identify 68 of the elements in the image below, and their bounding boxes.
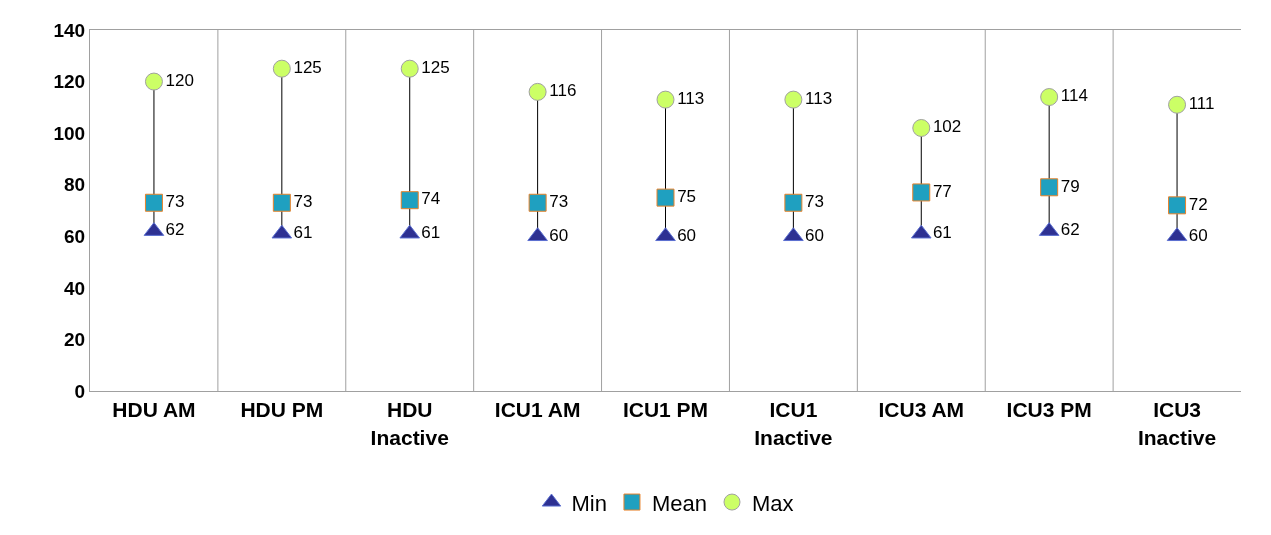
point <box>527 227 548 242</box>
y-tick-label: 0 <box>74 380 86 402</box>
data-label: 62 <box>165 220 185 240</box>
data-label: 113 <box>677 88 705 108</box>
data-label: 102 <box>932 117 962 137</box>
y-tick-label: 100 <box>53 122 86 144</box>
x-tick-label: ICU1 PM <box>622 398 709 422</box>
data-label: 61 <box>421 222 441 242</box>
point <box>272 193 291 212</box>
legend-label: Max <box>752 490 794 516</box>
data-label: 60 <box>549 225 569 245</box>
point <box>784 90 803 109</box>
point <box>783 227 804 242</box>
data-label: 114 <box>1060 86 1088 106</box>
data-label: 72 <box>1188 194 1208 214</box>
data-label: 60 <box>677 225 697 245</box>
legend-label: Min <box>571 490 607 516</box>
y-tick-label: 120 <box>53 71 86 93</box>
data-label: 125 <box>293 57 322 77</box>
data-label: 113 <box>805 88 833 108</box>
data-label: 73 <box>165 192 185 212</box>
point <box>400 191 419 210</box>
data-label: 116 <box>549 81 577 101</box>
y-tick-label: 60 <box>64 225 86 247</box>
point <box>1040 178 1059 197</box>
point <box>656 188 675 207</box>
x-tick-label: ICU3 AM <box>878 398 965 422</box>
data-label: 75 <box>677 186 697 206</box>
point <box>400 59 419 78</box>
point <box>144 193 163 212</box>
legend-label: Mean <box>651 490 707 516</box>
point <box>1168 196 1187 215</box>
data-label: 73 <box>805 192 824 212</box>
x-tick-label: HDU AM <box>112 398 196 422</box>
x-tick-label: ICU1 Inactive <box>754 398 833 449</box>
x-tick-label: HDU PM <box>240 398 324 422</box>
data-label: 111 <box>1188 94 1215 114</box>
point <box>1168 95 1187 114</box>
point <box>144 72 163 91</box>
y-tick-label: 140 <box>53 19 86 41</box>
data-label: 60 <box>805 225 824 245</box>
data-label: 60 <box>1188 225 1208 245</box>
point <box>784 193 803 212</box>
data-label: 73 <box>549 192 569 212</box>
data-label: 74 <box>421 189 441 209</box>
data-label: 61 <box>932 222 952 242</box>
point <box>912 118 931 137</box>
data-label: 77 <box>932 181 952 201</box>
data-label: 79 <box>1060 176 1080 196</box>
x-tick-label: ICU1 AM <box>494 398 581 422</box>
x-tick-label: ICU3 PM <box>1006 398 1092 422</box>
data-label: 73 <box>293 192 313 212</box>
data-label: 61 <box>293 222 313 242</box>
point <box>528 82 547 101</box>
y-tick-label: 80 <box>64 174 86 196</box>
point <box>528 193 547 212</box>
data-label: 125 <box>421 57 450 77</box>
x-tick-label: HDU Inactive <box>370 398 449 449</box>
point <box>656 90 675 109</box>
point <box>272 59 291 78</box>
point <box>1040 88 1059 107</box>
point <box>655 227 676 242</box>
data-label: 62 <box>1060 220 1080 240</box>
point <box>912 183 931 202</box>
data-label: 120 <box>165 70 194 90</box>
y-tick-label: 40 <box>64 277 86 299</box>
x-tick-label: ICU3 Inactive <box>1137 398 1217 449</box>
y-tick-label: 20 <box>64 329 86 351</box>
